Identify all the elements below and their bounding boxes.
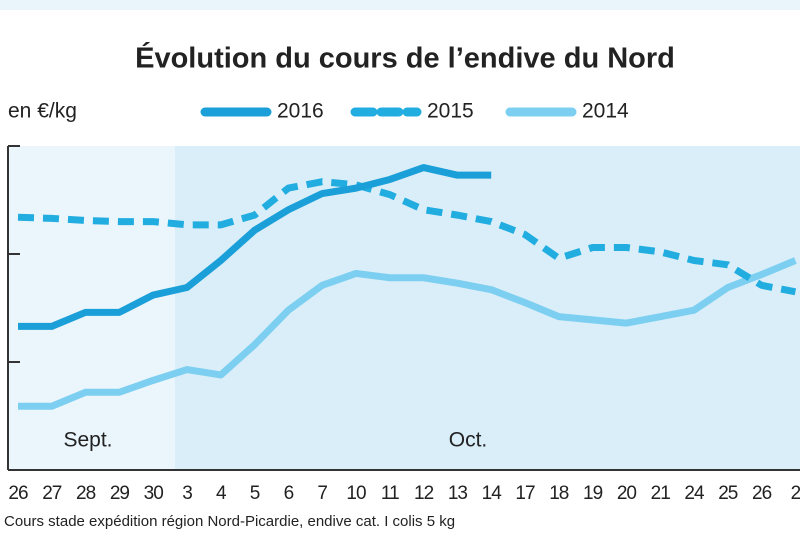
x-tick-label: 2	[791, 483, 800, 504]
sept-band	[8, 146, 175, 470]
x-tick-label: 11	[381, 483, 399, 504]
x-tick-label: 17	[515, 483, 535, 504]
x-tick-label: 18	[549, 483, 569, 504]
x-tick-label: 19	[583, 483, 603, 504]
y-axis-label: en €/kg	[8, 100, 77, 123]
x-tick-label: 26	[8, 483, 28, 504]
x-tick-label: 28	[76, 483, 96, 504]
x-tick-label: 7	[317, 483, 327, 504]
legend-label: 2016	[277, 100, 324, 123]
x-tick-label: 5	[250, 483, 260, 504]
x-tick-label: 30	[144, 483, 164, 504]
x-tick-label: 27	[42, 483, 62, 504]
legend-label: 2015	[427, 100, 474, 123]
legend-label: 2014	[582, 100, 629, 123]
x-tick-label: 20	[617, 483, 637, 504]
oct-band	[175, 146, 800, 470]
annotation: Sept.	[63, 429, 112, 452]
x-tick-label: 10	[346, 483, 366, 504]
x-tick-label: 24	[684, 483, 705, 504]
x-tick-label: 13	[448, 483, 468, 504]
annotation: Oct.	[449, 429, 488, 452]
x-tick-label: 6	[284, 483, 294, 504]
top-band	[0, 0, 800, 10]
x-tick-label: 25	[718, 483, 738, 504]
footnote: Cours stade expédition région Nord-Picar…	[4, 513, 455, 530]
x-tick-label: 3	[182, 483, 192, 504]
x-tick-label: 26	[752, 483, 772, 504]
x-tick-label: 29	[110, 483, 130, 504]
series-line	[17, 178, 797, 296]
chart-title: Évolution du cours de l’endive du Nord	[135, 41, 675, 75]
x-tick-label: 21	[651, 483, 671, 504]
x-tick-label: 4	[216, 483, 227, 504]
series-line	[18, 257, 797, 410]
x-tick-label: 14	[482, 483, 503, 504]
x-tick-label: 12	[414, 483, 434, 504]
series-line	[18, 164, 492, 330]
